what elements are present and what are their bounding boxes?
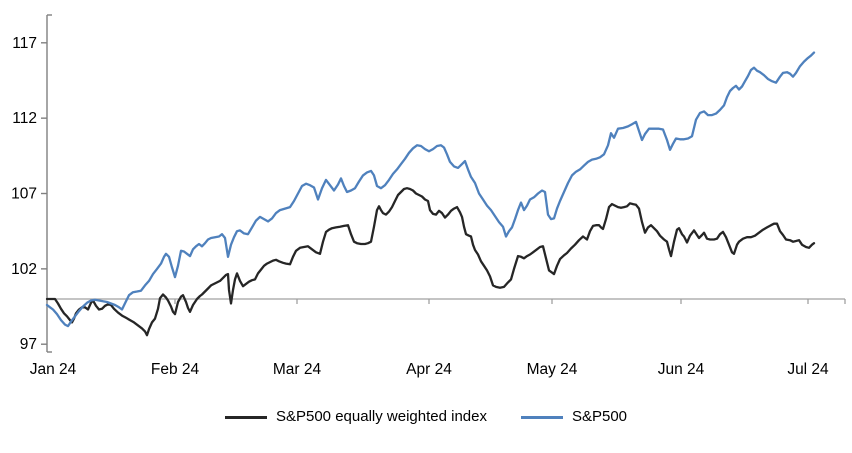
sp500-line-swatch [520, 415, 563, 419]
x-axis-tick-label: Jan 24 [30, 361, 77, 378]
x-axis-tick-label: May 24 [527, 361, 578, 378]
y-axis-tick-label: 112 [12, 110, 37, 127]
x-axis-tick-label: Mar 24 [273, 361, 322, 378]
y-axis-tick-label: 102 [11, 261, 37, 278]
y-axis-tick-label: 107 [11, 186, 37, 203]
series-line-equal-weight [45, 187, 816, 337]
x-axis-tick-label: Jun 24 [658, 361, 705, 378]
legend-item-equal-weight: S&P500 equally weighted index [224, 408, 487, 426]
x-axis-tick-label: Feb 24 [151, 361, 200, 378]
y-axis-tick-label: 97 [20, 336, 37, 353]
legend-label-sp500: S&P500 [571, 408, 628, 425]
chart-legend: S&P500 equally weighted index S&P500 [0, 408, 852, 426]
equal-weight-line-swatch [224, 415, 267, 419]
legend-item-sp500: S&P500 [520, 408, 628, 426]
legend-label-equal-weight: S&P500 equally weighted index [275, 408, 487, 425]
x-axis-tick-label: Jul 24 [787, 361, 829, 378]
y-axis-tick-label: 117 [12, 35, 37, 52]
series-line-sp500 [45, 51, 816, 328]
x-axis-tick-label: Apr 24 [406, 361, 452, 378]
